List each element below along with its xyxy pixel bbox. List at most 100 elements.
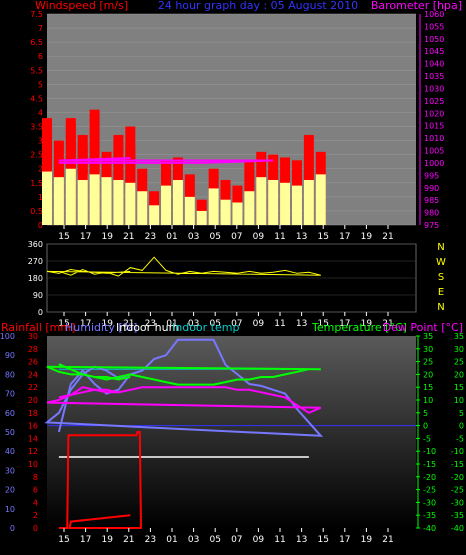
windspeed-tick-label: 4.5	[30, 94, 43, 103]
humidity-tick-label: 100	[0, 332, 15, 341]
humidity-tick-label: 70	[5, 390, 15, 399]
dewpoint-line	[46, 386, 322, 414]
windspeed-bar	[315, 174, 326, 225]
indoor-hum-legend: Indoor hum	[116, 321, 179, 334]
barometer-tick-label: 1010	[424, 134, 444, 143]
rain-tick-label: 16	[28, 422, 38, 431]
x-tick-label: 13	[296, 319, 307, 329]
windspeed-bar	[232, 202, 243, 225]
x-tick-label: 11	[274, 232, 285, 242]
windspeed-bar	[101, 177, 112, 225]
humidity-legend: Humidity [%]	[65, 321, 137, 334]
barometer-tick-label: 1035	[424, 72, 444, 81]
direction-tick-label: 270	[28, 257, 43, 266]
windspeed-bar	[53, 177, 64, 225]
rain-axis-title: Rainfall [mm]	[1, 321, 75, 334]
x-tick-label: 19	[101, 232, 113, 242]
windspeed-bar	[149, 205, 160, 225]
barometer-tick-label: 990	[424, 184, 439, 193]
x-tick-label: 21	[123, 232, 134, 242]
windspeed-bar	[280, 182, 291, 225]
rain-tick-label: 2	[33, 511, 38, 520]
humidity-tick-label: 40	[5, 447, 15, 456]
windspeed-bar	[268, 179, 279, 225]
dewpoint-tick-label: -10	[451, 447, 464, 456]
windspeed-bar	[125, 182, 136, 225]
temperature-tick-label: 30	[423, 345, 433, 354]
x-tick-label: 05	[209, 535, 220, 545]
humidity-tick-label: 0	[10, 524, 15, 533]
windspeed-bar	[208, 188, 219, 225]
compass-label: E	[438, 287, 444, 298]
rain-tick-label: 6	[33, 486, 38, 495]
x-tick-label: 15	[317, 319, 328, 329]
indoor-temp-legend: Indoor temp	[172, 321, 239, 334]
barometer-tick-label: 995	[424, 171, 439, 180]
barometer-tick-label: 1045	[424, 47, 444, 56]
rainfall-line	[58, 431, 143, 529]
x-tick-label: 03	[188, 535, 199, 545]
x-tick-label: 19	[361, 535, 373, 545]
windspeed-tick-label: 5.5	[30, 66, 43, 75]
x-tick-label: 09	[253, 232, 265, 242]
dewpoint-tick-label: -20	[451, 473, 464, 482]
temperature-tick-label: 20	[423, 370, 433, 379]
barometer-tick-label: 1040	[424, 60, 444, 69]
x-tick-label: 17	[80, 232, 91, 242]
windspeed-tick-label: 2.5	[30, 151, 43, 160]
x-tick-label: 13	[296, 232, 307, 242]
barometer-tick-label: 1055	[424, 22, 444, 31]
windspeed-bar	[137, 191, 148, 225]
windspeed-bar	[303, 179, 314, 225]
x-tick-label: 09	[253, 319, 265, 329]
x-tick-label: 19	[101, 319, 113, 329]
dewpoint-legend: Dew Point [°C]	[383, 321, 463, 334]
humidity-tick-label: 80	[5, 370, 15, 379]
dewpoint-tick-label: 20	[454, 370, 464, 379]
barometer-line	[58, 157, 274, 164]
x-tick-label: 19	[361, 232, 373, 242]
barometer-tick-label: 1020	[424, 109, 444, 118]
temperature-tick-label: 0	[423, 422, 428, 431]
windspeed-bar	[291, 185, 302, 225]
x-tick-label: 11	[274, 319, 285, 329]
windspeed-bar	[196, 210, 207, 225]
x-tick-label: 17	[339, 535, 350, 545]
x-tick-label: 11	[274, 535, 285, 545]
compass-label: N	[437, 242, 444, 253]
temperature-tick-label: -40	[423, 524, 436, 533]
barometer-tick-label: 1050	[424, 35, 444, 44]
humidity-tick-label: 60	[5, 409, 15, 418]
rain-tick-label: 12	[28, 447, 38, 456]
windspeed-bar	[172, 179, 183, 225]
dewpoint-tick-label: -15	[451, 460, 464, 469]
direction-tick-label: 180	[28, 274, 43, 283]
windspeed-axis-title: Windspeed [m/s]	[35, 0, 128, 12]
temperature-tick-label: 10	[423, 396, 433, 405]
x-tick-label: 07	[231, 319, 242, 329]
rain-tick-label: 10	[28, 460, 38, 469]
dewpoint-tick-label: 5	[459, 409, 464, 418]
humidity-tick-label: 30	[5, 466, 15, 475]
x-tick-label: 01	[166, 319, 177, 329]
x-tick-label: 05	[209, 232, 220, 242]
x-tick-label: 01	[166, 232, 177, 242]
windspeed-tick-label: 0	[38, 221, 43, 230]
temperature-tick-label: 15	[423, 383, 433, 392]
temperature-tick-label: -15	[423, 460, 436, 469]
temperature-tick-label: -5	[423, 434, 431, 443]
dewpoint-tick-label: -25	[451, 486, 464, 495]
x-tick-label: 15	[317, 232, 328, 242]
windspeed-bar	[77, 179, 88, 225]
x-tick-label: 07	[231, 232, 242, 242]
humidity-tick-label: 10	[5, 505, 15, 514]
windspeed-tick-label: 6.5	[30, 38, 43, 47]
x-tick-label: 05	[209, 319, 220, 329]
dewpoint-tick-label: -5	[456, 434, 464, 443]
temperature-tick-label: 5	[423, 409, 428, 418]
windspeed-bar	[161, 185, 172, 225]
x-tick-label: 09	[253, 535, 265, 545]
x-tick-label: 19	[361, 319, 373, 329]
x-tick-label: 19	[101, 535, 113, 545]
